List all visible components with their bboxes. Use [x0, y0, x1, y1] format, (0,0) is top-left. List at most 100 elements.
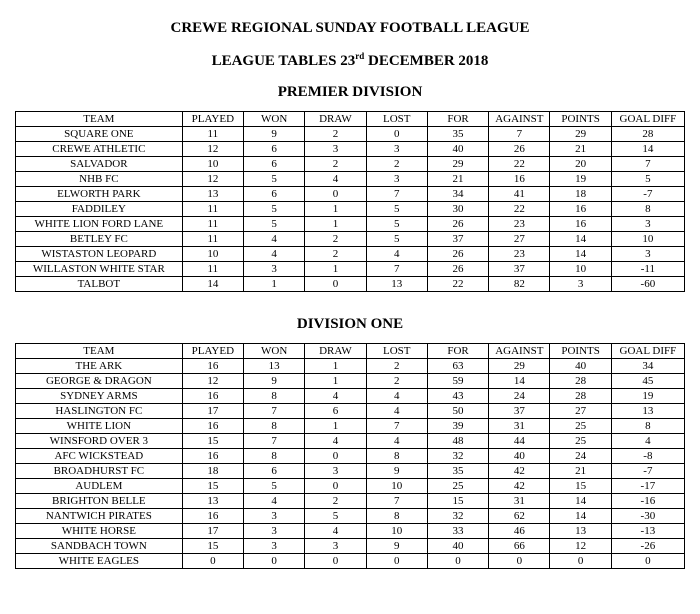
- stat-cell: 2: [366, 157, 427, 172]
- stat-cell: 7: [366, 262, 427, 277]
- stat-cell: 14: [550, 232, 611, 247]
- table-row: SANDBACH TOWN15339406612-26: [16, 539, 685, 554]
- stat-cell: 28: [611, 127, 684, 142]
- stat-cell: 13: [182, 494, 243, 509]
- stat-cell: 16: [182, 359, 243, 374]
- stat-cell: 1: [305, 374, 366, 389]
- table-row: NANTWICH PIRATES16358326214-30: [16, 509, 685, 524]
- stat-cell: 4: [305, 172, 366, 187]
- stat-cell: 22: [489, 202, 550, 217]
- subtitle-suffix: DECEMBER 2018: [364, 53, 488, 69]
- stat-cell: 18: [550, 187, 611, 202]
- stat-cell: -16: [611, 494, 684, 509]
- stat-cell: 5: [611, 172, 684, 187]
- column-header: AGAINST: [489, 112, 550, 127]
- stat-cell: 43: [427, 389, 488, 404]
- stat-cell: 34: [427, 187, 488, 202]
- stat-cell: 2: [305, 494, 366, 509]
- stat-cell: 25: [427, 479, 488, 494]
- stat-cell: 16: [182, 419, 243, 434]
- column-header: WON: [244, 112, 305, 127]
- table-row: WHITE LION168173931258: [16, 419, 685, 434]
- stat-cell: 10: [550, 262, 611, 277]
- stat-cell: 6: [244, 142, 305, 157]
- stat-cell: 4: [305, 524, 366, 539]
- stat-cell: 14: [611, 142, 684, 157]
- stat-cell: 2: [305, 127, 366, 142]
- stat-cell: 32: [427, 449, 488, 464]
- table-row: SQUARE ONE119203572928: [16, 127, 685, 142]
- stat-cell: 21: [550, 142, 611, 157]
- stat-cell: 3: [305, 464, 366, 479]
- stat-cell: 16: [182, 509, 243, 524]
- stat-cell: 13: [550, 524, 611, 539]
- stat-cell: 4: [244, 232, 305, 247]
- team-cell: SANDBACH TOWN: [16, 539, 183, 554]
- stat-cell: 40: [550, 359, 611, 374]
- stat-cell: 8: [244, 449, 305, 464]
- stat-cell: 16: [550, 217, 611, 232]
- stat-cell: 13: [611, 404, 684, 419]
- stat-cell: 3: [550, 277, 611, 292]
- stat-cell: 21: [550, 464, 611, 479]
- stat-cell: 62: [489, 509, 550, 524]
- table-header-row: TEAMPLAYEDWONDRAWLOSTFORAGAINSTPOINTSGOA…: [16, 112, 685, 127]
- stat-cell: 29: [550, 127, 611, 142]
- stat-cell: -30: [611, 509, 684, 524]
- column-header: FOR: [427, 344, 488, 359]
- stat-cell: 12: [550, 539, 611, 554]
- stat-cell: 40: [427, 142, 488, 157]
- stat-cell: 7: [244, 404, 305, 419]
- stat-cell: 0: [182, 554, 243, 569]
- stat-cell: 9: [366, 539, 427, 554]
- table-row: AUDLEM155010254215-17: [16, 479, 685, 494]
- team-cell: WHITE EAGLES: [16, 554, 183, 569]
- stat-cell: 14: [550, 247, 611, 262]
- stat-cell: 4: [244, 247, 305, 262]
- stat-cell: 8: [366, 449, 427, 464]
- stat-cell: 1: [305, 217, 366, 232]
- stat-cell: 4: [366, 389, 427, 404]
- team-cell: CREWE ATHLETIC: [16, 142, 183, 157]
- division-title: PREMIER DIVISION: [15, 84, 685, 101]
- stat-cell: 63: [427, 359, 488, 374]
- stat-cell: 7: [244, 434, 305, 449]
- stat-cell: 15: [427, 494, 488, 509]
- stat-cell: 11: [182, 232, 243, 247]
- stat-cell: 4: [305, 389, 366, 404]
- stat-cell: 35: [427, 464, 488, 479]
- column-header: PLAYED: [182, 344, 243, 359]
- stat-cell: 29: [489, 359, 550, 374]
- stat-cell: 0: [305, 479, 366, 494]
- stat-cell: -11: [611, 262, 684, 277]
- stat-cell: 12: [182, 172, 243, 187]
- stat-cell: 4: [611, 434, 684, 449]
- stat-cell: 48: [427, 434, 488, 449]
- stat-cell: 32: [427, 509, 488, 524]
- stat-cell: 22: [427, 277, 488, 292]
- stat-cell: 13: [182, 187, 243, 202]
- stat-cell: -13: [611, 524, 684, 539]
- column-header: POINTS: [550, 112, 611, 127]
- stat-cell: 30: [427, 202, 488, 217]
- stat-cell: -7: [611, 187, 684, 202]
- stat-cell: 7: [611, 157, 684, 172]
- table-row: BROADHURST FC18639354221-7: [16, 464, 685, 479]
- column-header: DRAW: [305, 344, 366, 359]
- stat-cell: 9: [366, 464, 427, 479]
- stat-cell: 66: [489, 539, 550, 554]
- stat-cell: 3: [611, 247, 684, 262]
- stat-cell: 27: [489, 232, 550, 247]
- stat-cell: 16: [182, 389, 243, 404]
- stat-cell: 37: [489, 404, 550, 419]
- stat-cell: -60: [611, 277, 684, 292]
- stat-cell: 22: [489, 157, 550, 172]
- stat-cell: 0: [427, 554, 488, 569]
- team-cell: THE ARK: [16, 359, 183, 374]
- stat-cell: 3: [244, 509, 305, 524]
- team-cell: ELWORTH PARK: [16, 187, 183, 202]
- stat-cell: 37: [489, 262, 550, 277]
- stat-cell: 2: [366, 374, 427, 389]
- stat-cell: 7: [366, 187, 427, 202]
- table-header-row: TEAMPLAYEDWONDRAWLOSTFORAGAINSTPOINTSGOA…: [16, 344, 685, 359]
